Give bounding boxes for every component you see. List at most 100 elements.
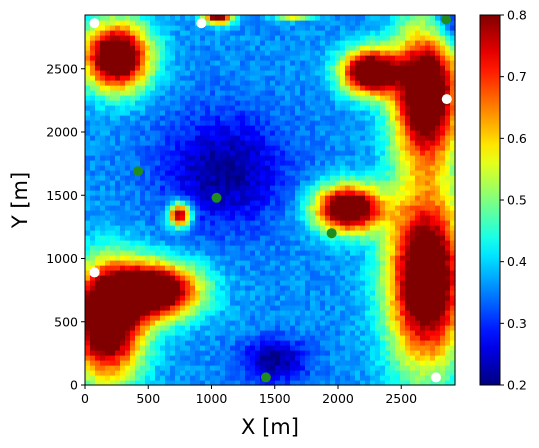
heatmap-cell	[85, 120, 91, 126]
heatmap-cell	[305, 65, 311, 71]
heatmap-cell	[410, 275, 416, 281]
heatmap-cell	[410, 270, 416, 276]
heatmap-cell	[360, 65, 366, 71]
heatmap-cell	[135, 145, 141, 151]
heatmap-cell	[405, 255, 411, 261]
heatmap-cell	[270, 320, 276, 326]
heatmap-cell	[295, 140, 301, 146]
heatmap-cell	[165, 285, 171, 291]
heatmap-cell	[385, 160, 391, 166]
heatmap-cell	[110, 145, 116, 151]
heatmap-cell	[145, 45, 151, 51]
heatmap-cell	[205, 350, 211, 356]
heatmap-cell	[350, 200, 356, 206]
heatmap-cell	[175, 185, 181, 191]
heatmap-cell	[105, 45, 111, 51]
heatmap-cell	[290, 95, 296, 101]
heatmap-cell	[150, 355, 156, 361]
heatmap-cell	[135, 125, 141, 131]
heatmap-cell	[120, 370, 126, 376]
heatmap-cell	[255, 140, 261, 146]
heatmap-cell	[210, 150, 216, 156]
heatmap-cell	[415, 200, 421, 206]
heatmap-cell	[185, 350, 191, 356]
heatmap-cell	[330, 285, 336, 291]
heatmap-cell	[415, 355, 421, 361]
heatmap-cell	[160, 140, 166, 146]
heatmap-cell	[345, 150, 351, 156]
heatmap-cell	[380, 365, 386, 371]
heatmap-cell	[390, 15, 396, 21]
heatmap-cell	[145, 295, 151, 301]
heatmap-cell	[95, 340, 101, 346]
heatmap-cell	[230, 55, 236, 61]
heatmap-cell	[200, 80, 206, 86]
heatmap-cell	[90, 115, 96, 121]
heatmap-cell	[115, 285, 121, 291]
heatmap-cell	[120, 45, 126, 51]
heatmap-cell	[205, 60, 211, 66]
heatmap-cell	[295, 95, 301, 101]
heatmap-cell	[205, 335, 211, 341]
heatmap-cell	[335, 95, 341, 101]
heatmap-cell	[115, 370, 121, 376]
heatmap-cell	[295, 165, 301, 171]
heatmap-cell	[125, 370, 131, 376]
heatmap-cell	[210, 380, 216, 386]
heatmap-cell	[125, 130, 131, 136]
heatmap-cell	[250, 165, 256, 171]
heatmap-cell	[300, 205, 306, 211]
heatmap-cell	[240, 320, 246, 326]
heatmap-cell	[260, 250, 266, 256]
heatmap-cell	[335, 340, 341, 346]
heatmap-cell	[105, 350, 111, 356]
heatmap-cell	[315, 310, 321, 316]
heatmap-cell	[150, 325, 156, 331]
heatmap-cell	[140, 260, 146, 266]
heatmap-cell	[265, 50, 271, 56]
heatmap-cell	[250, 255, 256, 261]
heatmap-cell	[235, 375, 241, 381]
heatmap-cell	[245, 125, 251, 131]
heatmap-cell	[410, 325, 416, 331]
heatmap-cell	[90, 275, 96, 281]
heatmap-cell	[165, 125, 171, 131]
heatmap-cell	[120, 220, 126, 226]
heatmap-cell	[355, 315, 361, 321]
heatmap-cell	[210, 65, 216, 71]
heatmap-cell	[120, 305, 126, 311]
heatmap-cell	[85, 360, 91, 366]
heatmap-cell	[110, 15, 116, 21]
heatmap-cell	[385, 260, 391, 266]
heatmap-cell	[325, 50, 331, 56]
heatmap-cell	[325, 285, 331, 291]
heatmap-cell	[400, 165, 406, 171]
heatmap-cell	[210, 265, 216, 271]
heatmap-cell	[415, 210, 421, 216]
heatmap-cell	[315, 375, 321, 381]
heatmap-cell	[95, 75, 101, 81]
heatmap-cell	[200, 115, 206, 121]
heatmap-cell	[365, 365, 371, 371]
heatmap-cell	[380, 100, 386, 106]
heatmap-cell	[225, 165, 231, 171]
heatmap-cell	[330, 125, 336, 131]
heatmap-cell	[215, 255, 221, 261]
heatmap-cell	[405, 335, 411, 341]
heatmap-cell	[310, 375, 316, 381]
heatmap-cell	[335, 75, 341, 81]
heatmap-cell	[320, 100, 326, 106]
heatmap-cell	[380, 265, 386, 271]
heatmap-cell	[100, 25, 106, 31]
heatmap-cell	[405, 40, 411, 46]
heatmap-cell	[280, 55, 286, 61]
heatmap-cell	[380, 150, 386, 156]
heatmap-cell	[260, 270, 266, 276]
heatmap-cell	[125, 215, 131, 221]
heatmap-cell	[165, 215, 171, 221]
heatmap-cell	[380, 50, 386, 56]
heatmap-cell	[385, 315, 391, 321]
heatmap-cell	[275, 80, 281, 86]
heatmap-cell	[245, 290, 251, 296]
